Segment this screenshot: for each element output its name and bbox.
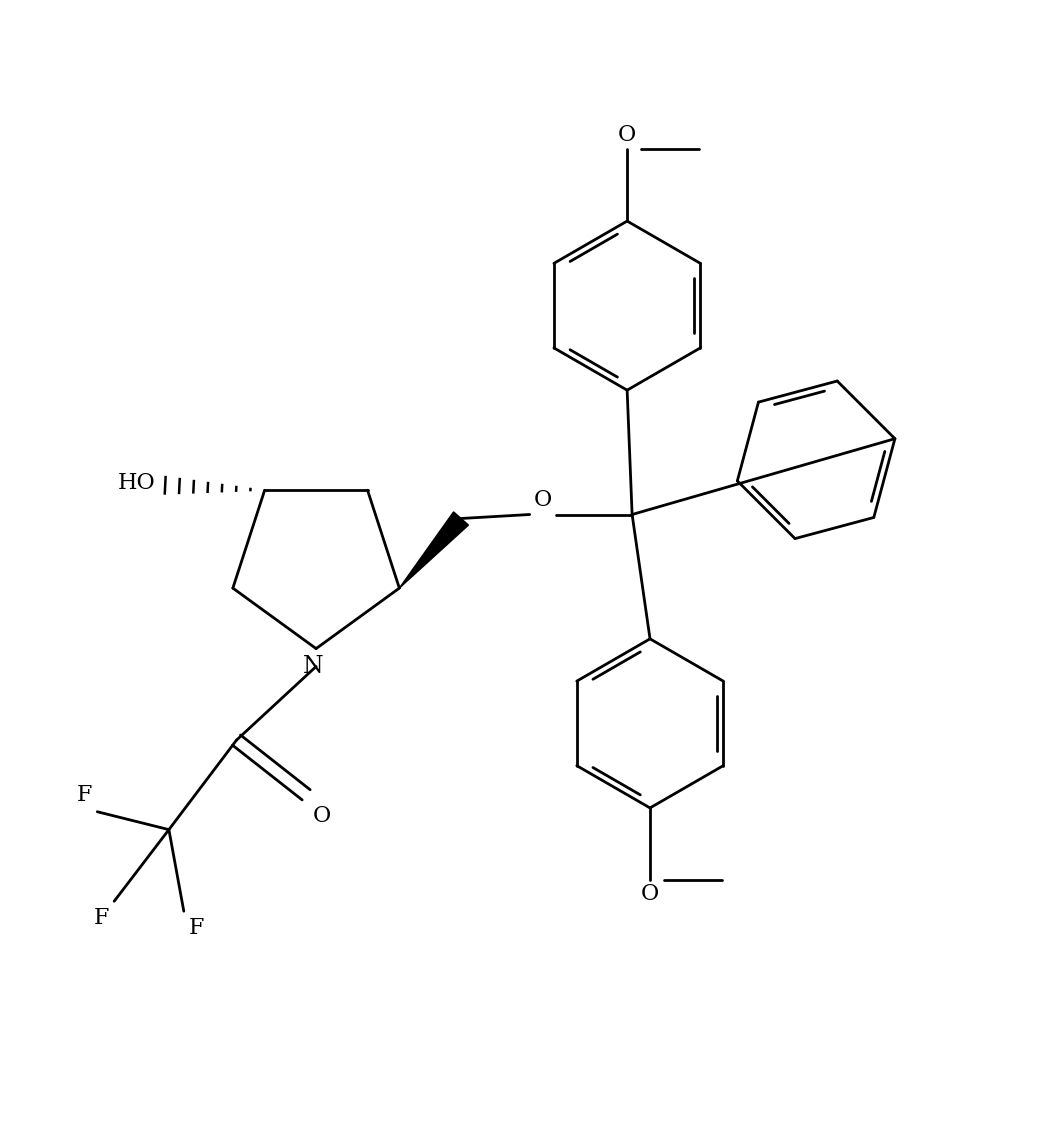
Polygon shape bbox=[400, 512, 469, 588]
Text: N: N bbox=[302, 654, 323, 677]
Text: F: F bbox=[77, 784, 92, 806]
Text: F: F bbox=[188, 917, 204, 940]
Text: HO: HO bbox=[117, 472, 155, 494]
Text: O: O bbox=[618, 125, 636, 147]
Text: O: O bbox=[313, 804, 332, 826]
Text: O: O bbox=[533, 488, 551, 510]
Text: F: F bbox=[94, 908, 109, 929]
Text: O: O bbox=[641, 882, 659, 904]
